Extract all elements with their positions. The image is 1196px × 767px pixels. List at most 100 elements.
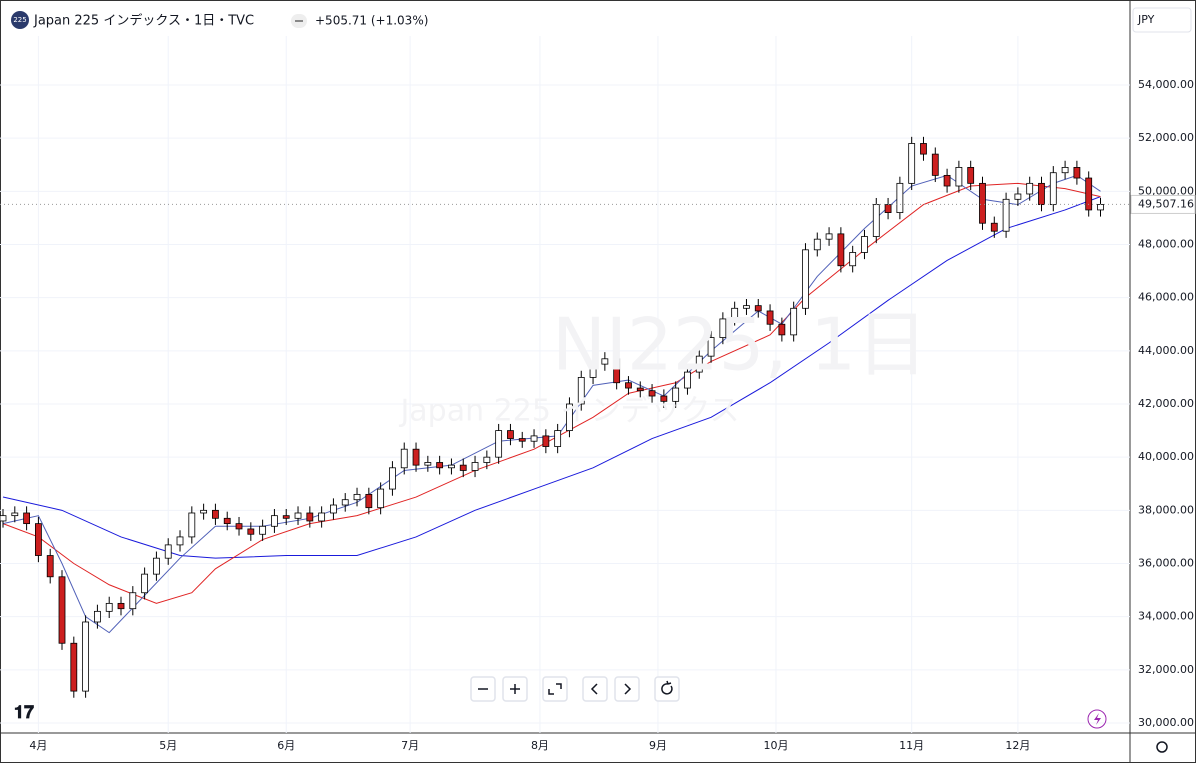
- candle-body: [424, 462, 432, 466]
- candle-body: [377, 488, 385, 509]
- candle-body: [306, 512, 314, 522]
- candle-body: [282, 515, 290, 519]
- reset[interactable]: [654, 676, 680, 702]
- candle-body: [1049, 172, 1057, 206]
- watermark-name: Japan 225 インデックス: [398, 394, 739, 429]
- candle-body: [1038, 182, 1045, 206]
- candle-body: [1073, 167, 1081, 179]
- candle-body: [601, 358, 609, 365]
- candle-body: [979, 182, 986, 224]
- candle-body: [94, 610, 101, 623]
- candle-body: [141, 573, 149, 594]
- candle-body: [577, 377, 585, 405]
- candle-body: [117, 602, 125, 610]
- candle-body: [1002, 198, 1010, 232]
- x-tick-label: 6月: [277, 739, 295, 752]
- candle-body: [931, 153, 939, 176]
- candle-body: [176, 536, 184, 546]
- y-tick-label: 42,000.00: [1138, 397, 1194, 410]
- candle-body: [153, 557, 160, 575]
- candle-body: [766, 310, 774, 325]
- candle-body: [389, 467, 396, 490]
- candle-body: [353, 493, 361, 501]
- y-tick-label: 30,000.00: [1138, 716, 1194, 729]
- candle-body: [589, 363, 597, 378]
- y-tick-label: 40,000.00: [1138, 450, 1194, 463]
- candle-body: [448, 464, 455, 469]
- candle-body: [436, 462, 444, 469]
- symbol-title[interactable]: Japan 225 インデックス・1日・TVC: [33, 13, 254, 29]
- x-tick-label: 8月: [531, 739, 549, 752]
- candle-body: [554, 430, 562, 447]
- x-tick-label: 9月: [649, 739, 667, 752]
- candle-body: [259, 525, 267, 535]
- candle-body: [884, 204, 892, 213]
- candle-body: [849, 252, 857, 267]
- scroll-left[interactable]: [582, 676, 608, 702]
- y-tick-label: 44,000.00: [1138, 344, 1194, 357]
- candle-body: [35, 523, 42, 556]
- candle-body: [0, 515, 7, 522]
- x-tick-label: 5月: [159, 739, 177, 752]
- x-tick-label: 4月: [29, 739, 47, 752]
- candle-body: [412, 448, 420, 466]
- candle-body: [1097, 204, 1104, 211]
- candle-body: [164, 544, 172, 559]
- candle-body: [507, 430, 514, 439]
- candle-body: [943, 174, 951, 187]
- candle-body: [967, 167, 975, 184]
- candle-body: [896, 182, 904, 213]
- x-tick-label: 10月: [763, 739, 788, 752]
- currency-button[interactable]: [1132, 7, 1192, 33]
- candle-body: [1061, 167, 1069, 174]
- candle-body: [105, 602, 113, 612]
- candle-body: [129, 592, 137, 610]
- alert-bolt: [1094, 713, 1101, 725]
- price-change: +505.71 (+1.03%): [315, 14, 428, 28]
- candle-body: [1085, 177, 1093, 211]
- candle-body: [11, 512, 19, 517]
- candle-body: [813, 238, 821, 251]
- candle-body: [400, 448, 408, 469]
- candle-body: [247, 528, 255, 535]
- scroll-right[interactable]: [614, 676, 640, 702]
- currency[interactable]: JPY: [1137, 13, 1155, 26]
- candle-body: [271, 515, 278, 527]
- candle-body: [802, 249, 809, 309]
- candle-body: [82, 621, 90, 692]
- candle-body: [200, 509, 208, 514]
- candle-body: [672, 387, 680, 402]
- candle-body: [778, 323, 786, 336]
- candle-body: [660, 395, 668, 402]
- candle-body: [23, 512, 31, 525]
- alert-icon[interactable]: [1087, 709, 1107, 729]
- zoom-controls: [470, 676, 680, 702]
- candle-body: [566, 403, 573, 431]
- y-tick-label: 50,000.00: [1138, 184, 1194, 197]
- y-tick-label: 32,000.00: [1138, 663, 1194, 676]
- watermark-symbol: NI225, 1日: [552, 303, 928, 387]
- candle-body: [920, 143, 927, 155]
- last-price-box: [1130, 194, 1196, 214]
- candle-body: [861, 236, 868, 253]
- candle-body: [318, 512, 326, 522]
- moving-average: [2, 182, 1101, 604]
- candle-body: [483, 456, 491, 463]
- plot-area: [0, 36, 1130, 733]
- candle-body: [695, 355, 703, 373]
- settings[interactable]: [1156, 741, 1168, 753]
- candle-body: [223, 517, 231, 525]
- last-price-label: 49,507.16: [1138, 197, 1194, 210]
- x-tick-label: 7月: [401, 739, 419, 752]
- candle-body: [459, 464, 467, 471]
- candle-body: [648, 390, 656, 397]
- candle-body: [70, 642, 78, 692]
- candle-body: [1014, 193, 1022, 200]
- candle-body: [495, 430, 503, 458]
- candle-body: [294, 512, 302, 519]
- candle-body: [212, 509, 219, 519]
- fit[interactable]: [542, 676, 568, 702]
- y-tick-label: 48,000.00: [1138, 237, 1194, 250]
- candle-body: [46, 555, 54, 578]
